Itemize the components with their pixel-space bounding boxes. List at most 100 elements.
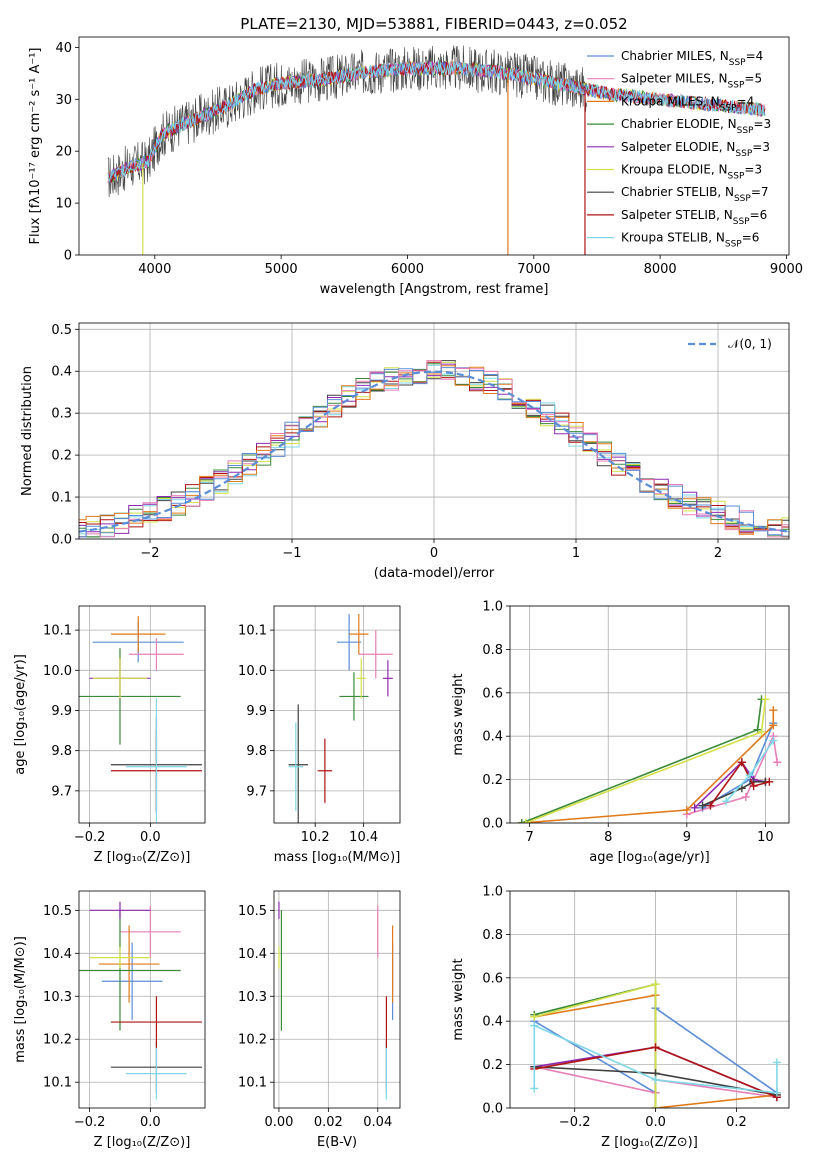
y-tick-label: 10 (55, 197, 72, 212)
legend: Chabrier MILES, NSSP=4 Salpeter MILES, NS… (587, 49, 771, 250)
mass-weight-marker (651, 980, 660, 989)
y-tick-label: 0.2 (51, 449, 72, 464)
x-tick-label: 9 (683, 830, 691, 845)
y-tick-label: 20 (55, 145, 72, 160)
x-axis-label: E(B-V) (317, 1135, 357, 1150)
mass-weight-marker (741, 792, 750, 801)
y-tick-label: 10.0 (238, 664, 267, 679)
y-tick-label: 0.4 (482, 730, 503, 745)
data-layer (79, 360, 789, 538)
legend-label: Salpeter ELODIE, NSSP=3 (621, 140, 770, 159)
plot-area (510, 605, 789, 824)
mass-weight-line (525, 699, 767, 823)
axes-frame (78, 36, 790, 256)
panel-mass-weight-vs-age: 7 8 9 10 0.0 0.2 0.4 0.6 0.8 1.0 age [log₁₀(age/yr… (451, 600, 790, 865)
histogram-step (79, 363, 789, 538)
x-tick-label: −0.2 (74, 830, 106, 845)
x-tick-label: 0.0 (140, 830, 161, 845)
y-tick-label: 0.2 (482, 773, 503, 788)
mass-weight-line (694, 760, 766, 809)
panel-age-vs-mass: 10.2 10.4 9.7 9.8 9.9 10.0 10.1 mass [log₁₀(M/M… (238, 605, 401, 865)
legend-label: Chabrier ELODIE, NSSP=3 (621, 117, 771, 136)
y-tick-label: 10.2 (238, 1033, 267, 1048)
x-tick-label: 0 (430, 546, 438, 561)
y-tick-label: 10.2 (43, 1033, 72, 1048)
plot-area (79, 606, 205, 823)
y-tick-label: 10.5 (43, 904, 72, 919)
panel-mass-weight-vs-Z: −0.2 0.0 0.2 0.0 0.2 0.4 0.6 0.8 1.0 Z [log₁₀(Z/Z… (451, 885, 790, 1150)
x-tick-label: 5000 (265, 262, 298, 277)
histogram-step (79, 367, 789, 538)
plot-area (510, 890, 789, 1109)
y-axis-label: mass [log₁₀(M/M⊙)] (13, 936, 28, 1063)
x-tick-label: 7 (526, 830, 534, 845)
x-tick-label: 0.2 (726, 1115, 747, 1130)
axes-frame (509, 605, 790, 824)
panel-residuals: −2 −1 0 1 2 0.0 0.1 0.2 0.3 0.4 0.5 (data-model)/er… (20, 322, 790, 581)
spectrum-line (107, 60, 766, 183)
mass-weight-marker (690, 803, 699, 812)
gaussian-curve (79, 370, 789, 533)
mass-weight-marker (769, 706, 778, 715)
mass-weight-marker (745, 771, 754, 780)
y-tick-label: 0.6 (482, 686, 503, 701)
mass-weight-marker (772, 1088, 781, 1097)
x-tick-label: 0.04 (363, 1115, 392, 1130)
y-tick-label: 40 (55, 41, 72, 56)
mass-weight-line (686, 733, 778, 816)
y-axis-label: mass weight (451, 958, 466, 1040)
mass-weight-line (709, 760, 770, 807)
data-layer (107, 45, 766, 255)
y-tick-label: 9.8 (51, 744, 72, 759)
chart-title: PLATE=2130, MJD=53881, FIBERID=0443, z=0… (240, 15, 627, 33)
mass-weight-marker (517, 819, 526, 823)
axes-frame (78, 605, 206, 824)
mass-weight-marker (651, 1043, 660, 1052)
y-tick-label: 1.0 (482, 885, 503, 900)
legend-label: 𝒩(0, 1) (728, 337, 772, 351)
y-tick-label: 10.1 (43, 1076, 72, 1091)
legend-label: Chabrier STELIB, NSSP=7 (621, 185, 769, 204)
legend-label: Kroupa STELIB, NSSP=6 (621, 231, 759, 250)
legend-label: Chabrier MILES, NSSP=4 (621, 49, 763, 68)
y-tick-label: 0.8 (482, 928, 503, 943)
axes-frame (78, 890, 206, 1109)
y-tick-label: 0.8 (482, 643, 503, 658)
panel-mass-vs-Z: −0.2 0.0 10.1 10.2 10.3 10.4 10.5 Z [log₁₀(Z/Z⊙… (13, 890, 206, 1150)
mass-weight-marker (737, 758, 746, 767)
y-tick-label: 10.1 (43, 624, 72, 639)
axes-frame (509, 890, 790, 1109)
y-axis-label: mass weight (451, 673, 466, 755)
mass-weight-marker (682, 805, 691, 814)
y-tick-label: 9.8 (246, 744, 267, 759)
y-tick-label: 10.5 (238, 904, 267, 919)
y-tick-label: 0.0 (482, 817, 503, 832)
x-tick-label: 0.0 (645, 1115, 666, 1130)
x-axis-label: Z [log₁₀(Z/Z⊙)] (601, 1135, 698, 1150)
x-axis-label: wavelength [Angstrom, rest frame] (320, 282, 549, 297)
y-tick-label: 10.1 (238, 624, 267, 639)
y-tick-label: 9.7 (51, 784, 72, 799)
y-tick-label: 10.0 (43, 664, 72, 679)
mass-weight-marker (651, 1075, 660, 1084)
mass-weight-line (702, 780, 766, 807)
y-tick-label: 0.0 (482, 1102, 503, 1117)
x-tick-label: 10.2 (301, 830, 330, 845)
y-tick-label: 1.0 (482, 600, 503, 615)
x-tick-label: 8000 (644, 262, 677, 277)
x-tick-label: 0.0 (140, 1115, 161, 1130)
mass-weight-marker (773, 758, 782, 767)
y-tick-label: 0.4 (482, 1015, 503, 1030)
mass-weight-marker (651, 1104, 660, 1108)
x-tick-label: 0.00 (264, 1115, 293, 1130)
axes-frame (273, 605, 401, 824)
mass-weight-marker (772, 1058, 781, 1067)
data-layer (79, 616, 202, 823)
mass-weight-marker (521, 819, 530, 823)
x-tick-label: 10 (757, 830, 774, 845)
x-tick-label: 1 (572, 546, 580, 561)
y-tick-label: 0.3 (51, 407, 72, 422)
mass-weight-marker (722, 797, 731, 806)
axes-frame (78, 322, 790, 540)
x-axis-label: mass [log₁₀(M/M⊙)] (274, 850, 401, 865)
